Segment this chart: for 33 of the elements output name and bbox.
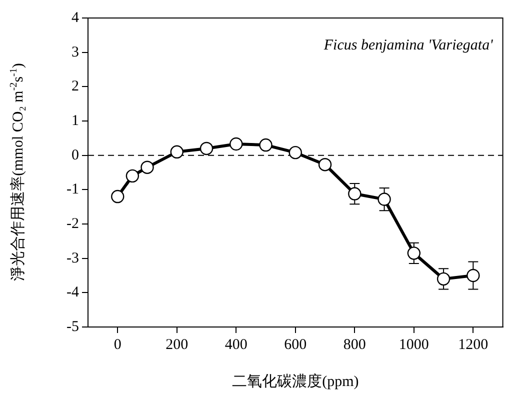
y-tick-label: 1 — [72, 112, 79, 129]
point — [126, 169, 140, 183]
point — [407, 246, 421, 260]
x-tick-label: 1000 — [398, 336, 429, 353]
x-tick-label: 800 — [343, 336, 366, 353]
y-tick-label: -5 — [66, 318, 79, 335]
y-tick-label: -1 — [66, 182, 79, 198]
point — [111, 190, 124, 204]
y-tick-label: 0 — [72, 147, 79, 164]
y-tick-label: 4 — [72, 10, 80, 26]
point — [170, 145, 184, 158]
point — [140, 160, 154, 174]
point — [200, 142, 214, 156]
point — [378, 192, 391, 206]
point — [288, 146, 302, 160]
y-tick-label: -4 — [66, 284, 80, 301]
point — [436, 272, 450, 286]
x-tick-label: 0 — [114, 336, 122, 353]
x-tick-label: 200 — [166, 336, 188, 353]
point — [466, 268, 480, 282]
point — [230, 137, 243, 151]
x-tick-label: 600 — [284, 336, 307, 353]
point — [318, 158, 332, 172]
point — [348, 187, 362, 200]
annotation: Ficus benjamina 'Variegata' — [322, 37, 494, 54]
x-tick-label: 1200 — [458, 336, 488, 353]
y-tick-label: 2 — [72, 78, 79, 95]
y-tick-label: -2 — [66, 216, 79, 232]
x-axis-title: 二氧化碳濃度(ppm) — [232, 372, 359, 390]
y-tick-label: -3 — [66, 250, 79, 266]
x-tick-label: 400 — [224, 336, 248, 353]
y-tick-label: 3 — [72, 44, 79, 60]
point — [259, 138, 272, 152]
